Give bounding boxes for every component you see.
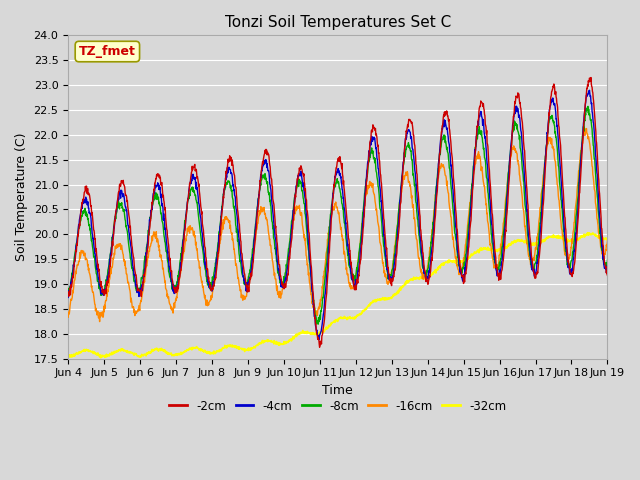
- Legend: -2cm, -4cm, -8cm, -16cm, -32cm: -2cm, -4cm, -8cm, -16cm, -32cm: [164, 395, 511, 417]
- Text: TZ_fmet: TZ_fmet: [79, 45, 136, 58]
- Y-axis label: Soil Temperature (C): Soil Temperature (C): [15, 132, 28, 261]
- X-axis label: Time: Time: [323, 384, 353, 397]
- Title: Tonzi Soil Temperatures Set C: Tonzi Soil Temperatures Set C: [225, 15, 451, 30]
